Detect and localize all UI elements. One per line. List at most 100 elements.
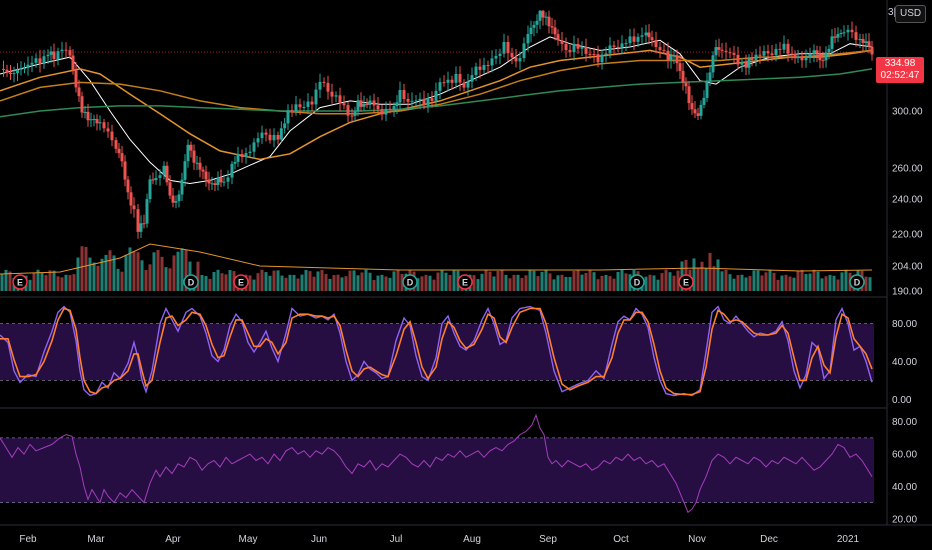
volume-bar bbox=[740, 274, 744, 291]
volume-bar bbox=[484, 269, 488, 291]
stochastic-pane[interactable] bbox=[0, 305, 874, 397]
event-marker-circle bbox=[402, 274, 418, 290]
volume-bar bbox=[864, 276, 868, 291]
volume-bar bbox=[0, 273, 4, 291]
volume-bar bbox=[716, 259, 720, 291]
candle-body bbox=[650, 37, 654, 41]
time-tick-label: May bbox=[239, 534, 258, 545]
event-marker-label: D bbox=[407, 278, 414, 288]
volume-bar bbox=[624, 273, 628, 291]
candle-body bbox=[434, 90, 438, 101]
volume-bar bbox=[292, 274, 296, 291]
volume-bar bbox=[712, 266, 716, 291]
candle-body bbox=[786, 43, 790, 54]
volume-bar bbox=[556, 275, 560, 291]
candle-body bbox=[535, 20, 539, 25]
stochastic-k-line bbox=[0, 305, 873, 397]
candle-body bbox=[438, 82, 442, 91]
candle-body bbox=[410, 100, 414, 102]
volume-bar bbox=[84, 246, 88, 291]
oscillator-tick-label: 20.00 bbox=[892, 514, 917, 525]
volume-bar bbox=[164, 267, 168, 291]
volume-bar bbox=[296, 278, 300, 291]
candle-body bbox=[532, 24, 536, 28]
candle-body bbox=[80, 96, 84, 113]
event-marker-label: D bbox=[854, 278, 861, 288]
candle-body bbox=[89, 119, 93, 121]
volume-bar bbox=[264, 272, 268, 291]
volume-bar bbox=[560, 274, 564, 291]
candle-body bbox=[276, 135, 280, 140]
volume-bar bbox=[76, 257, 80, 291]
candle-body bbox=[426, 98, 430, 106]
candle-body bbox=[824, 52, 828, 61]
event-marker-earnings[interactable]: E bbox=[457, 274, 473, 290]
volume-bar bbox=[220, 273, 224, 291]
candle-body bbox=[564, 44, 568, 51]
candle-body bbox=[870, 46, 874, 55]
event-marker-dividend[interactable]: D bbox=[849, 274, 865, 290]
currency-button[interactable]: USD bbox=[895, 5, 927, 23]
candle-body bbox=[142, 223, 146, 225]
candle-body bbox=[458, 74, 462, 83]
candle-body bbox=[342, 103, 346, 106]
candle-body bbox=[675, 55, 679, 64]
volume-bar bbox=[616, 271, 620, 291]
volume-bar bbox=[308, 271, 312, 291]
candle-body bbox=[658, 47, 662, 50]
volume-bar bbox=[596, 279, 600, 291]
candle-body bbox=[770, 53, 774, 55]
candle-body bbox=[236, 154, 240, 162]
volume-bar bbox=[828, 274, 832, 291]
candle-body bbox=[647, 32, 651, 38]
candle-body bbox=[762, 51, 766, 56]
candle-body bbox=[632, 36, 636, 42]
volume-bar bbox=[136, 252, 140, 291]
volume-bar bbox=[132, 251, 136, 291]
volume-bar bbox=[216, 269, 220, 291]
volume-bar bbox=[580, 274, 584, 291]
volume-bar bbox=[700, 261, 704, 291]
candle-body bbox=[195, 162, 199, 164]
event-marker-dividend[interactable]: D bbox=[629, 274, 645, 290]
candle-body bbox=[230, 163, 234, 178]
time-tick-label: Jul bbox=[390, 534, 403, 545]
candle-body bbox=[608, 45, 612, 54]
event-marker-earnings[interactable]: E bbox=[233, 274, 249, 290]
candle-body bbox=[286, 110, 290, 124]
volume-bar bbox=[532, 270, 536, 291]
volume-bar bbox=[576, 270, 580, 291]
candle-body bbox=[454, 74, 458, 83]
volume-bar bbox=[284, 277, 288, 291]
candle-body bbox=[139, 223, 143, 232]
rsi-pane[interactable] bbox=[0, 413, 874, 514]
event-marker-dividend[interactable]: D bbox=[402, 274, 418, 290]
volume-bar bbox=[416, 278, 420, 291]
candle-body bbox=[359, 100, 363, 107]
event-marker-dividend[interactable]: D bbox=[183, 274, 199, 290]
candle-body bbox=[256, 138, 260, 143]
volume-bar bbox=[808, 273, 812, 291]
event-marker-earnings[interactable]: E bbox=[12, 274, 28, 290]
volume-bar bbox=[148, 264, 152, 291]
time-tick-label: Mar bbox=[87, 534, 105, 545]
volume-bar bbox=[368, 272, 372, 291]
price-tick-label: 190.00 bbox=[892, 287, 923, 298]
event-marker-earnings[interactable]: E bbox=[678, 274, 694, 290]
oscillator-tick-label: 80.00 bbox=[892, 319, 917, 330]
volume-bar bbox=[100, 258, 104, 291]
candle-body bbox=[861, 39, 865, 43]
candle-body bbox=[16, 69, 19, 74]
volume-bar bbox=[180, 248, 184, 291]
candle-body bbox=[541, 10, 545, 18]
volume-bar bbox=[384, 276, 388, 291]
stochastic-axis: 80.00 40.00 0.00 bbox=[892, 319, 917, 406]
volume-bar bbox=[40, 272, 44, 291]
price-axis[interactable]: 300.00 260.00 240.00 220.00 204.00 190.00 bbox=[0, 51, 923, 298]
volume-bar bbox=[324, 274, 328, 291]
candle-body bbox=[478, 66, 482, 70]
time-axis[interactable]: Feb Mar Apr May Jun Jul Aug Sep Oct Nov Dec 2021 bbox=[19, 534, 859, 545]
